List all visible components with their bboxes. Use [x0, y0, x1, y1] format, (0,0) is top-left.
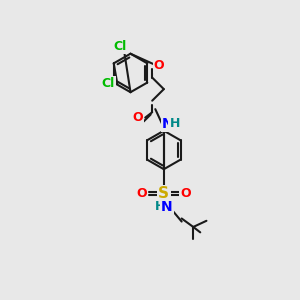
Text: O: O — [137, 187, 147, 200]
Text: Cl: Cl — [114, 40, 127, 53]
Text: Cl: Cl — [101, 77, 115, 90]
Text: O: O — [180, 187, 191, 200]
Text: O: O — [154, 59, 164, 72]
Text: O: O — [132, 111, 143, 124]
Text: N: N — [161, 200, 173, 214]
Text: H: H — [155, 200, 165, 213]
Text: S: S — [158, 186, 169, 201]
Text: N: N — [162, 117, 173, 131]
Text: H: H — [169, 117, 180, 130]
